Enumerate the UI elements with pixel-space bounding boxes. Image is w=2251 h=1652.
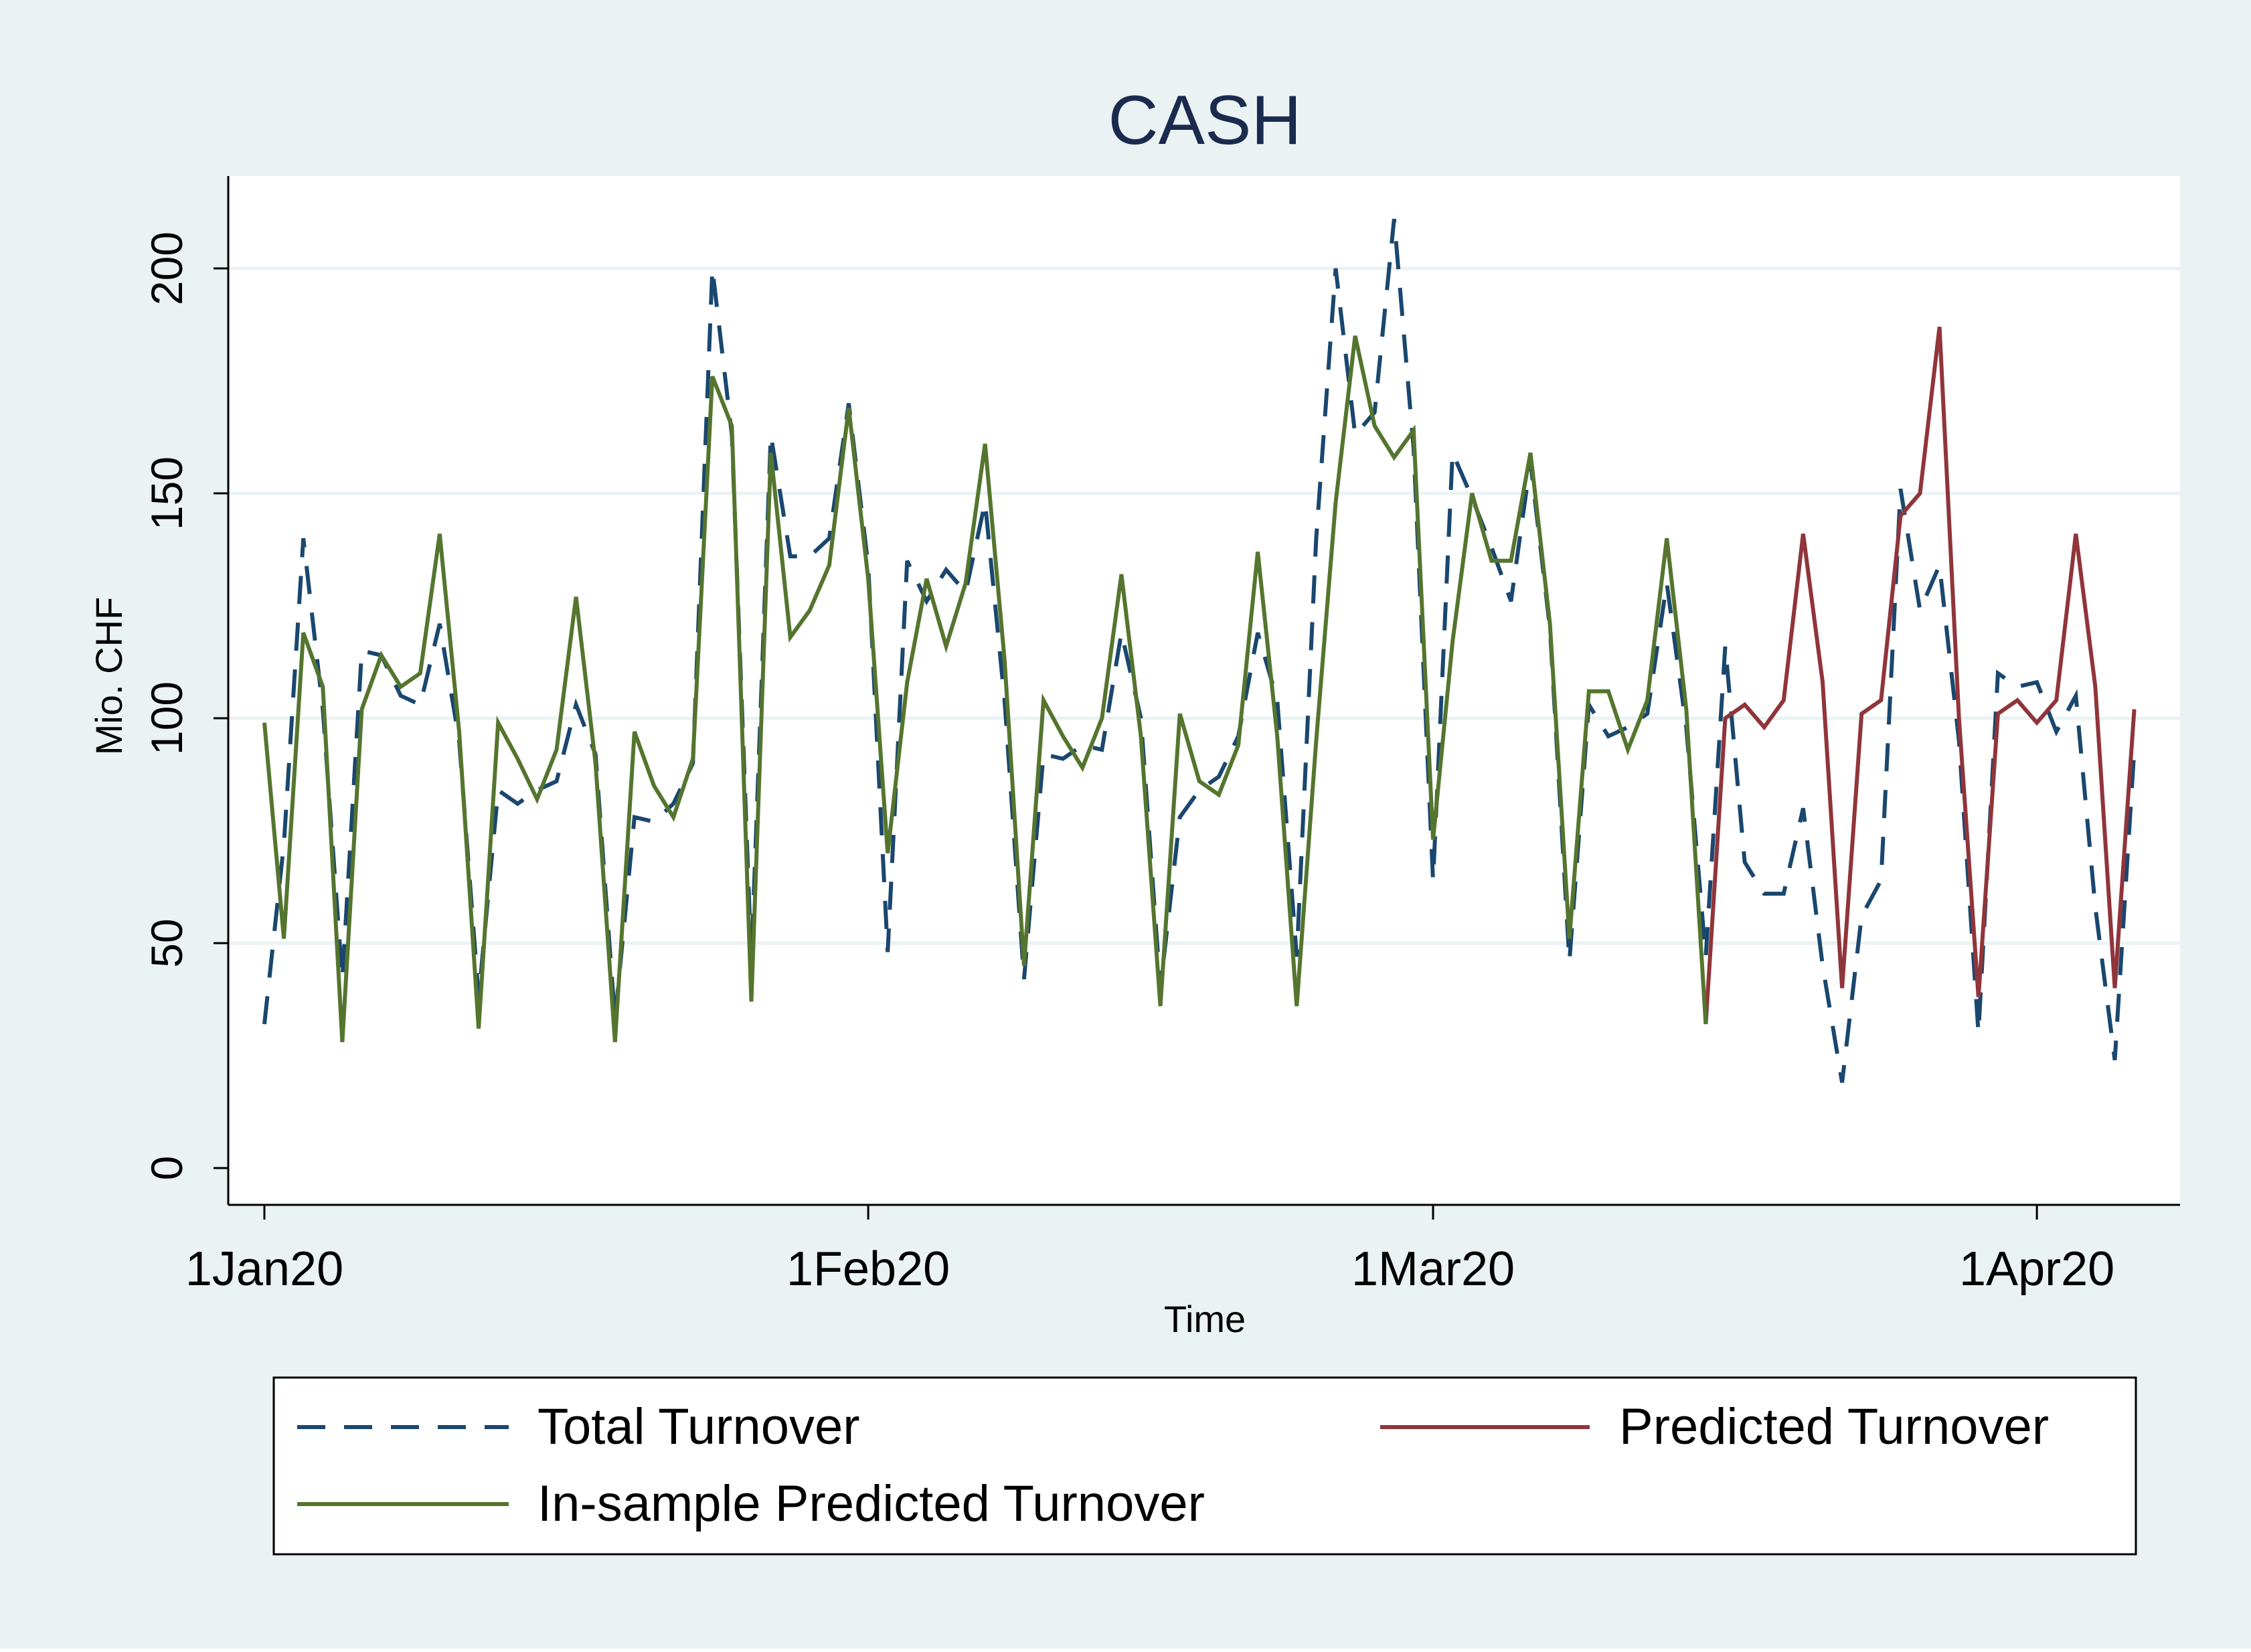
legend-box	[272, 1376, 2137, 1556]
legend-label-predicted-turnover: Predicted Turnover	[1619, 1398, 2049, 1455]
y-tick-label: 200	[142, 232, 191, 305]
y-tick-label: 150	[142, 457, 191, 530]
y-tick-label: 100	[142, 681, 191, 755]
y-tick-label: 50	[142, 918, 191, 967]
legend: Total Turnover Predicted Turnover In-sampl…	[272, 1376, 2137, 1556]
x-tick-label: 1Feb20	[786, 1242, 950, 1296]
legend-label-in-sample-predicted-turnover: In-sample Predicted Turnover	[537, 1475, 1205, 1532]
x-tick-label: 1Mar20	[1351, 1242, 1515, 1296]
plot-area-background	[228, 176, 2180, 1205]
x-tick-label: 1Jan20	[185, 1242, 343, 1296]
series-lines	[262, 218, 2137, 1083]
y-axis-label: Mio. CHF	[88, 597, 130, 755]
series-line-total-turnover	[262, 218, 2137, 1083]
x-tick-label: 1Apr20	[1959, 1242, 2114, 1296]
series-line-in-sample-predicted-turnover	[262, 335, 1708, 1043]
legend-label-total-turnover: Total Turnover	[537, 1398, 860, 1455]
y-axis-ticks: 0 50 100 150 200	[142, 232, 228, 1180]
y-tick-label: 0	[142, 1156, 191, 1181]
series-line-predicted-turnover	[1703, 327, 2137, 1025]
gridlines	[228, 266, 2180, 945]
x-axis-ticks: 1Jan20 1Feb20 1Mar20 1Apr20	[185, 1205, 2114, 1296]
x-axis-label: Time	[1164, 1298, 1246, 1340]
chart-title: CASH	[1108, 82, 1302, 159]
